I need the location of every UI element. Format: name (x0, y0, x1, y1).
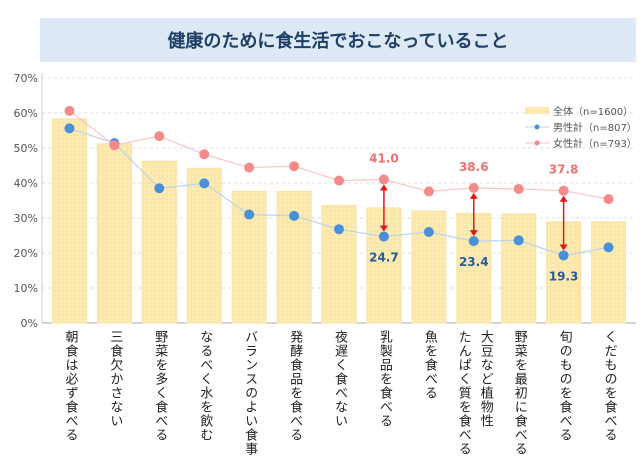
y-tick-label: 30% (14, 212, 38, 225)
x-tick-label: 朝食は必ず食べる (62, 330, 78, 442)
male-point (378, 231, 389, 242)
legend-swatch-point (534, 124, 540, 130)
y-tick-label: 0% (21, 317, 38, 330)
x-tick-label: たんぱく質を食べる (455, 330, 471, 456)
x-tick-label: 発酵食品を食べる (287, 330, 303, 442)
legend-swatch-bar (525, 107, 549, 114)
arrow-head (559, 244, 568, 251)
bar (591, 221, 627, 324)
legend-label: 全体（n=1600） (553, 105, 633, 118)
y-tick-label: 50% (14, 142, 38, 155)
arrow-head (469, 230, 478, 237)
male-point (423, 227, 434, 237)
legend-swatch-point (534, 140, 540, 146)
x-tick-label: 乳製品を食べる (376, 330, 392, 428)
male-point (244, 209, 255, 220)
y-tick-label: 20% (14, 247, 38, 260)
male-point (334, 224, 344, 235)
female-value-label: 37.8 (549, 163, 579, 177)
legend-label: 女性計（n=793） (553, 137, 637, 150)
chart-title: 健康のために食生活でおこなっていること (40, 18, 636, 62)
x-tick-label: 旬のものを食べる (556, 330, 572, 442)
male-value-label: 19.3 (549, 269, 579, 283)
female-point (513, 183, 524, 194)
x-tick-label: 野菜を最初に食べる (511, 330, 527, 456)
x-tick-label: バランスのよい食事 (242, 330, 258, 456)
bar (276, 190, 312, 324)
x-tick-label: 三食欠かさない (107, 330, 123, 428)
male-point (603, 242, 614, 253)
female-point (199, 149, 210, 160)
x-tick-label: 大豆など植物性 (477, 330, 493, 428)
y-tick-label: 10% (14, 282, 38, 295)
male-point (154, 183, 165, 194)
bar (321, 204, 357, 324)
x-tick-label: 野菜を多く食べる (152, 330, 168, 442)
x-tick-label: なるべく水を飲む (197, 330, 213, 442)
arrow-head (379, 184, 388, 191)
female-point (289, 161, 300, 172)
female-point (468, 182, 479, 193)
male-point (199, 178, 210, 189)
y-tick-label: 70% (14, 72, 38, 85)
arrow-head (379, 225, 388, 232)
female-value-label: 38.6 (459, 160, 489, 174)
female-point (334, 175, 344, 186)
bar (51, 118, 87, 324)
y-tick-label: 40% (14, 177, 38, 190)
male-value-label: 24.7 (369, 251, 399, 265)
female-point (244, 162, 255, 173)
male-point (468, 236, 479, 247)
x-tick-label: 魚を食べる (421, 330, 437, 400)
female-point (109, 140, 120, 151)
female-point (154, 131, 165, 142)
x-tick-label: くだものを食べる (601, 330, 617, 442)
arrow-head (469, 192, 478, 199)
male-point (513, 235, 524, 246)
y-tick-label: 60% (14, 107, 38, 120)
female-point (423, 186, 434, 197)
bar (501, 213, 537, 324)
male-point (64, 123, 75, 134)
arrow-head (559, 195, 568, 202)
male-point (558, 250, 569, 261)
legend-label: 男性計（n=807） (553, 121, 637, 134)
female-point (64, 105, 75, 116)
bar (186, 167, 222, 324)
female-point (378, 174, 389, 185)
female-value-label: 41.0 (369, 152, 399, 166)
bar (96, 143, 132, 324)
male-value-label: 23.4 (459, 255, 489, 269)
male-point (289, 210, 300, 221)
female-point (558, 185, 569, 196)
female-point (603, 194, 614, 205)
x-tick-label: 夜遅く食べない (332, 330, 347, 428)
